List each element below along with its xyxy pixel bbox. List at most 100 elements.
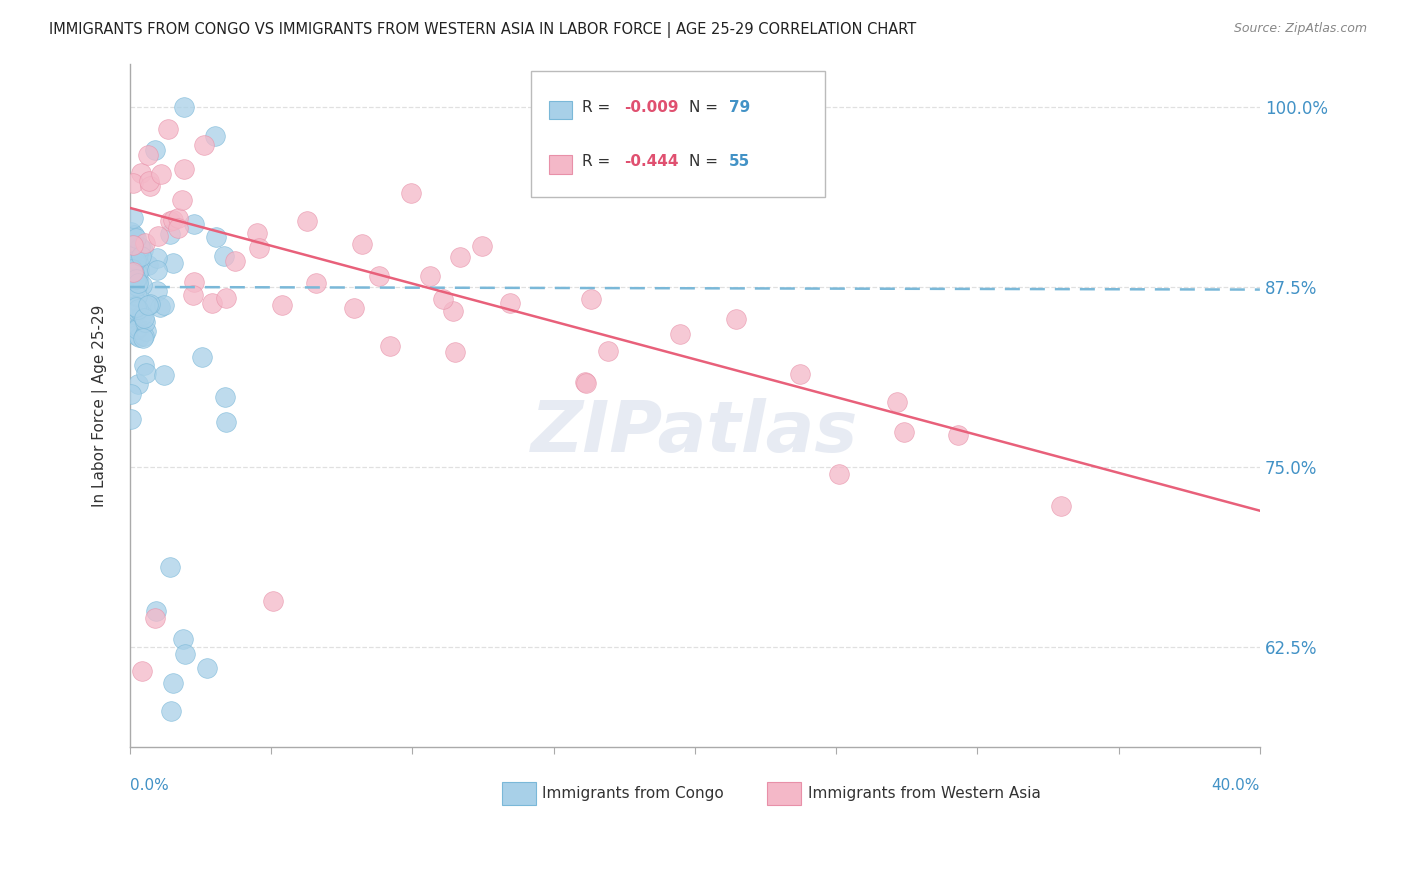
Point <box>132 310 155 325</box>
Point <box>368 268 391 283</box>
Text: -0.009: -0.009 <box>624 100 678 114</box>
Point <box>378 339 401 353</box>
Point <box>121 176 143 190</box>
FancyBboxPatch shape <box>531 70 825 197</box>
Point <box>120 273 142 287</box>
Text: R =: R = <box>582 154 614 169</box>
Point <box>214 390 236 404</box>
Point <box>138 178 160 193</box>
Point <box>129 249 152 263</box>
Point <box>125 263 148 277</box>
Point <box>724 312 747 326</box>
Point <box>121 260 143 274</box>
Point <box>146 228 169 243</box>
FancyBboxPatch shape <box>768 782 801 805</box>
Point <box>122 267 145 281</box>
Point <box>127 266 149 280</box>
Point <box>204 128 226 143</box>
Text: 55: 55 <box>728 154 749 169</box>
Point <box>125 327 148 342</box>
Point <box>125 272 148 286</box>
Point <box>1050 499 1073 513</box>
Point <box>183 275 205 289</box>
Point <box>129 240 152 254</box>
Point <box>159 214 181 228</box>
Point <box>120 386 142 401</box>
Point <box>162 213 184 227</box>
Point <box>145 262 167 277</box>
Point <box>432 293 454 307</box>
Point <box>121 262 143 277</box>
Point <box>201 296 224 310</box>
Text: IMMIGRANTS FROM CONGO VS IMMIGRANTS FROM WESTERN ASIA IN LABOR FORCE | AGE 25-29: IMMIGRANTS FROM CONGO VS IMMIGRANTS FROM… <box>49 22 917 38</box>
Point <box>215 292 238 306</box>
Point <box>134 329 156 343</box>
Point <box>122 266 145 280</box>
Point <box>352 236 374 251</box>
Point <box>127 271 149 285</box>
Point <box>157 122 180 136</box>
Point <box>121 238 143 252</box>
Point <box>152 298 174 312</box>
Point <box>134 236 156 251</box>
Point <box>181 288 204 302</box>
Point <box>134 315 156 329</box>
Point <box>121 211 143 225</box>
Point <box>125 278 148 293</box>
Point <box>145 611 167 625</box>
FancyBboxPatch shape <box>550 155 572 174</box>
Point <box>121 265 143 279</box>
Point <box>271 297 294 311</box>
Point <box>127 319 149 334</box>
Point <box>579 292 602 306</box>
Point <box>195 661 218 675</box>
Point <box>886 394 908 409</box>
Point <box>127 301 149 316</box>
Point <box>135 366 157 380</box>
Point <box>127 277 149 291</box>
Text: N =: N = <box>689 154 723 169</box>
Text: Source: ZipAtlas.com: Source: ZipAtlas.com <box>1233 22 1367 36</box>
Point <box>499 295 522 310</box>
Point <box>162 675 184 690</box>
Point <box>124 293 146 307</box>
Point <box>121 307 143 321</box>
Point <box>153 368 176 382</box>
Point <box>441 303 464 318</box>
Point <box>139 296 162 310</box>
Point <box>149 167 172 181</box>
Point <box>138 174 160 188</box>
Point <box>135 324 157 338</box>
Point <box>120 257 142 271</box>
Point <box>125 252 148 267</box>
Point <box>143 144 166 158</box>
Point <box>419 268 441 283</box>
Point <box>596 343 619 358</box>
Point <box>131 277 153 292</box>
Point <box>305 276 328 290</box>
FancyBboxPatch shape <box>550 101 572 120</box>
Point <box>122 270 145 285</box>
Point <box>124 293 146 308</box>
Text: 0.0%: 0.0% <box>129 778 169 793</box>
FancyBboxPatch shape <box>502 782 536 805</box>
Point <box>183 217 205 231</box>
Point <box>215 415 238 429</box>
Text: Immigrants from Western Asia: Immigrants from Western Asia <box>808 786 1040 801</box>
Text: N =: N = <box>689 100 723 114</box>
Point <box>124 299 146 313</box>
Point <box>828 467 851 481</box>
Text: 79: 79 <box>728 100 749 114</box>
Point <box>574 375 596 389</box>
Text: Immigrants from Congo: Immigrants from Congo <box>543 786 724 801</box>
Point <box>174 647 197 661</box>
Point <box>120 412 142 426</box>
Text: -0.444: -0.444 <box>624 154 678 169</box>
Point <box>399 186 422 201</box>
Point <box>193 137 215 152</box>
Point <box>128 257 150 271</box>
Point <box>444 344 467 359</box>
Point <box>149 300 172 314</box>
Point <box>127 376 149 391</box>
Point <box>173 100 195 114</box>
